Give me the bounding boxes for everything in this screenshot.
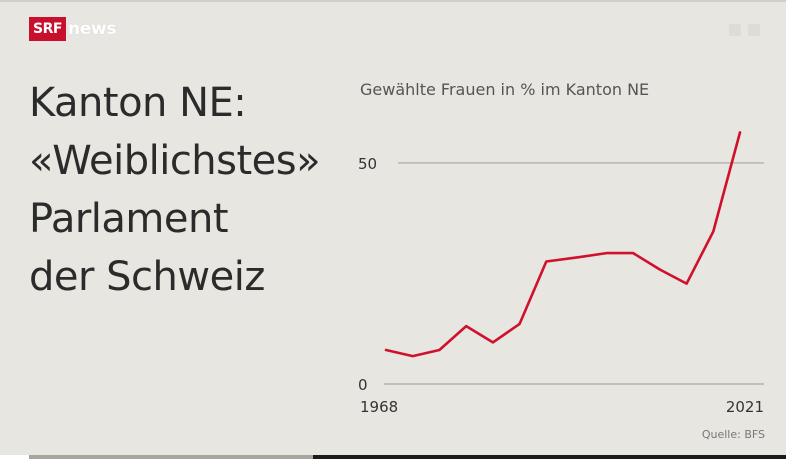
headline: Kanton NE: «Weiblichstes» Parlament der …	[29, 74, 339, 306]
x-tick-label-end: 2021	[726, 398, 764, 416]
bottom-strip-thumb	[29, 455, 313, 459]
srf-news-logo: SRF news	[29, 17, 117, 41]
corner-square-icon	[748, 24, 760, 36]
y-tick-label-0: 0	[358, 376, 368, 394]
headline-line-2: «Weiblichstes»	[29, 138, 321, 184]
bottom-strip-dark	[313, 455, 786, 459]
corner-icons	[729, 24, 760, 36]
headline-line-4: der Schweiz	[29, 254, 265, 300]
x-tick-label-start: 1968	[360, 398, 398, 416]
chart-title: Gewählte Frauen in % im Kanton NE	[360, 80, 650, 99]
news-wordmark: news	[67, 19, 117, 39]
source-note: Quelle: BFS	[701, 428, 765, 441]
bottom-strip	[0, 455, 786, 459]
headline-line-1: Kanton NE:	[29, 80, 247, 126]
top-border	[0, 0, 786, 2]
y-tick-label-50: 50	[358, 155, 377, 173]
srf-logo-box: SRF	[29, 17, 66, 41]
corner-square-icon	[729, 24, 741, 36]
line-chart: 50 0 1968 2021	[358, 131, 764, 416]
series-line	[384, 131, 742, 358]
headline-line-3: Parlament	[29, 196, 229, 242]
